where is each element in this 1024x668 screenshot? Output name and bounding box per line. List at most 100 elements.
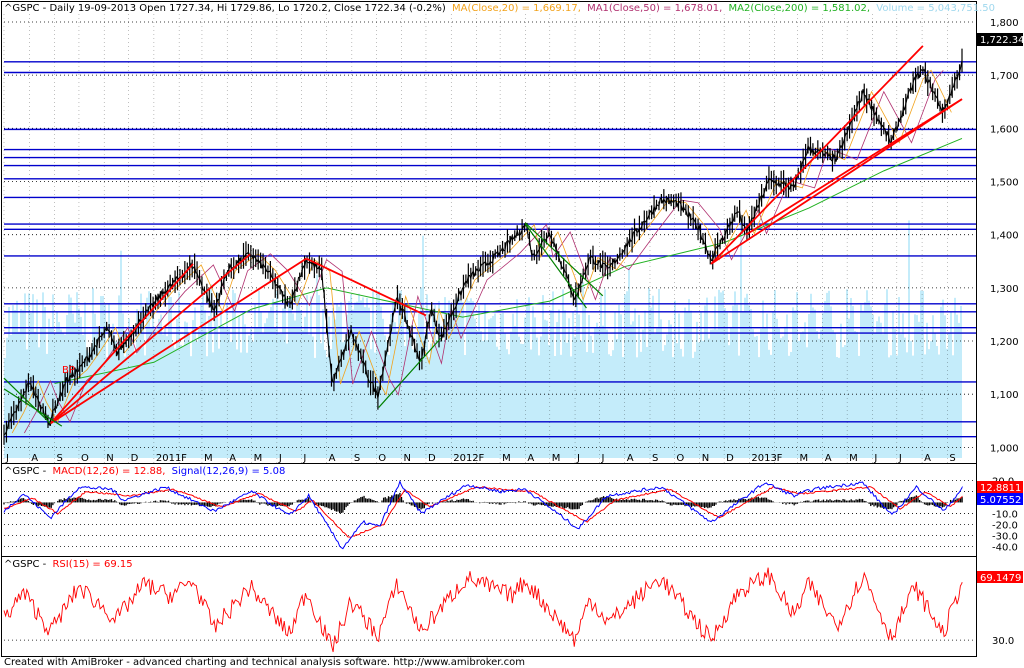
volume-bar — [18, 331, 20, 458]
volume-bar — [396, 330, 398, 458]
volume-bar — [586, 352, 588, 458]
volume-bar — [526, 303, 528, 458]
volume-bar — [794, 310, 796, 458]
volume-bar — [752, 329, 754, 458]
volume-bar — [754, 336, 756, 458]
signal-badge: 5.07552 — [980, 495, 1021, 506]
price-tick-label: 1,100 — [990, 390, 1019, 401]
volume-bar — [16, 300, 18, 458]
volume-bar — [40, 328, 42, 458]
volume-bar — [326, 356, 328, 458]
volume-bar — [230, 341, 232, 458]
volume-bar — [222, 326, 224, 458]
volume-bar — [296, 296, 298, 458]
volume-bar — [656, 328, 658, 458]
volume-bar — [264, 323, 266, 458]
volume-bar — [692, 357, 694, 458]
volume-bar — [602, 325, 604, 458]
volume-bar — [190, 356, 192, 458]
volume-bar — [814, 309, 816, 458]
volume-bar — [842, 347, 844, 458]
volume-bar — [166, 336, 168, 458]
red-trend-line — [49, 263, 194, 425]
volume-bar — [544, 319, 546, 458]
volume-bar — [596, 322, 598, 458]
volume-bar — [206, 356, 208, 458]
volume-bar — [646, 347, 648, 458]
volume-bar — [560, 354, 562, 458]
volume-bar — [946, 348, 948, 458]
volume-bar — [938, 354, 940, 458]
volume-bar — [428, 357, 430, 458]
volume-bar — [208, 315, 210, 458]
volume-bar — [418, 313, 420, 458]
volume-bar — [674, 300, 676, 458]
volume-bar — [86, 350, 88, 458]
price-header-prefix: ^GSPC - Daily 19-09-2013 Open 1727.34, H… — [4, 3, 446, 14]
volume-bar — [144, 355, 146, 458]
date-tick-label: A — [627, 453, 634, 464]
volume-bar — [906, 352, 908, 458]
volume-bar — [124, 356, 126, 458]
volume-bar — [714, 296, 716, 458]
volume-bar — [884, 303, 886, 458]
volume-bar — [464, 355, 466, 458]
volume-bar — [430, 343, 432, 458]
volume-bar — [334, 319, 336, 458]
volume-bar — [278, 332, 280, 458]
price-header-ma200: MA2(Close,200) = 1,581.02, — [729, 3, 871, 14]
date-tick-label: 2012 — [453, 453, 478, 464]
volume-bar — [724, 308, 726, 458]
volume-bar — [550, 310, 552, 458]
volume-bar — [678, 313, 680, 458]
volume-bar — [314, 357, 316, 458]
volume-bar — [96, 326, 98, 458]
volume-bar — [472, 301, 474, 458]
volume-bar — [130, 339, 132, 458]
volume-bar — [416, 333, 418, 458]
volume-bar — [438, 301, 440, 458]
volume-bar — [70, 297, 72, 458]
volume-bar — [446, 323, 448, 458]
rsi-header-prefix: ^GSPC - — [4, 559, 47, 570]
volume-bar — [424, 335, 426, 458]
volume-bar — [198, 327, 200, 458]
volume-bar — [194, 307, 196, 458]
footer-credit: Created with AmiBroker - advanced charti… — [4, 657, 525, 668]
volume-bar — [162, 334, 164, 458]
date-tick-label: A — [825, 453, 832, 464]
volume-bar — [510, 331, 512, 458]
date-tick-label: F — [181, 453, 187, 464]
volume-bar — [924, 354, 926, 458]
volume-bar — [616, 338, 618, 458]
volume-bar — [782, 336, 784, 458]
volume-bar — [876, 321, 878, 458]
volume-bar — [148, 291, 150, 458]
volume-bar — [948, 332, 950, 458]
volume-bar — [252, 341, 254, 458]
volume-bar — [806, 347, 808, 458]
date-tick-label: J — [5, 453, 9, 464]
volume-bar — [300, 309, 302, 458]
volume-bar — [110, 341, 112, 458]
volume-bar — [774, 290, 776, 458]
volume-bar — [564, 310, 566, 458]
volume-bar — [686, 311, 688, 458]
volume-bar — [164, 328, 166, 458]
rsi-header: ^GSPC - RSI(15) = 69.15 — [4, 559, 133, 570]
volume-bar — [594, 327, 596, 458]
volume-bar — [866, 290, 868, 458]
volume-bar — [538, 355, 540, 458]
volume-bar — [788, 355, 790, 458]
volume-bar — [632, 321, 634, 458]
volume-bar — [412, 349, 414, 458]
volume-bar — [444, 297, 446, 458]
volume-bar — [214, 303, 216, 458]
volume-bar — [218, 348, 220, 458]
volume-bar — [440, 325, 442, 458]
volume-bar — [706, 297, 708, 458]
date-tick-label: O — [676, 453, 684, 464]
volume-bar — [710, 329, 712, 458]
volume-bar — [626, 291, 628, 458]
date-tick-label: M — [849, 453, 858, 464]
